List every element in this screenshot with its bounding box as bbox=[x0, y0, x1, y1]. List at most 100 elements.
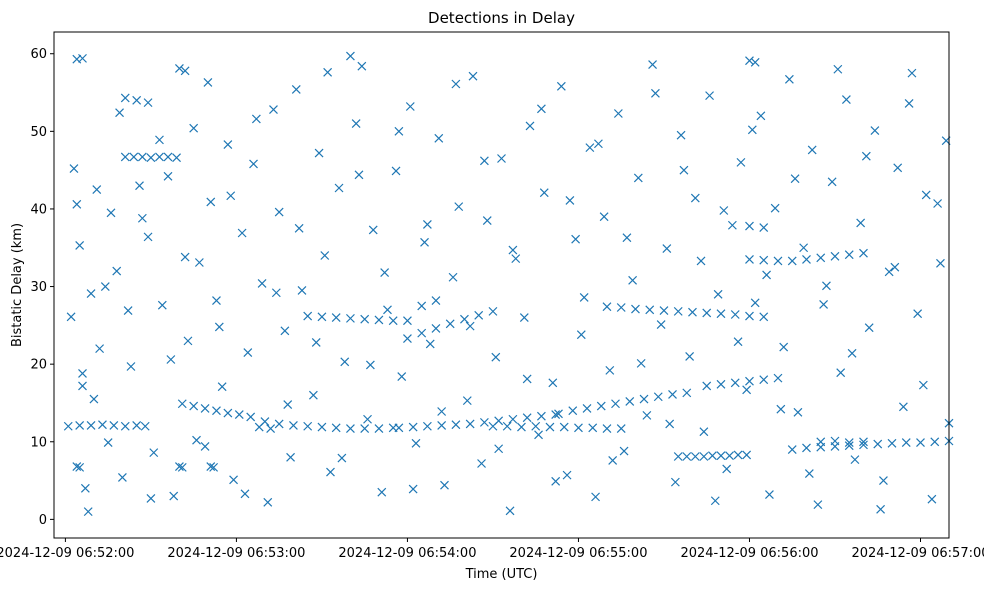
y-tick-label: 40 bbox=[30, 202, 47, 217]
detection-point bbox=[522, 413, 532, 423]
detection-point bbox=[212, 406, 221, 416]
detection-point bbox=[405, 102, 415, 111]
detection-point bbox=[571, 234, 581, 244]
detection-point bbox=[183, 336, 193, 346]
detection-point bbox=[873, 439, 883, 449]
detection-point bbox=[625, 396, 635, 406]
detection-point bbox=[707, 451, 717, 461]
detection-point bbox=[177, 462, 187, 472]
detection-point bbox=[850, 455, 860, 465]
detection-point bbox=[217, 382, 227, 392]
detection-point bbox=[180, 66, 190, 76]
detection-point bbox=[582, 403, 592, 413]
detection-point bbox=[716, 379, 726, 389]
detection-point bbox=[936, 258, 945, 268]
y-axis: 0 10 20 30 40 50 60 bbox=[30, 47, 54, 528]
detection-point bbox=[716, 451, 726, 461]
detection-point bbox=[146, 493, 156, 503]
detection-point bbox=[78, 53, 87, 63]
detection-point bbox=[394, 423, 404, 433]
detection-point bbox=[229, 475, 238, 485]
detection-point bbox=[346, 51, 355, 61]
detection-point bbox=[927, 494, 937, 504]
detection-point bbox=[628, 275, 638, 285]
detection-point bbox=[63, 421, 73, 431]
detection-point bbox=[189, 401, 199, 411]
detection-point bbox=[403, 334, 412, 343]
detection-point bbox=[727, 220, 737, 230]
detection-point bbox=[297, 286, 307, 295]
detection-point bbox=[75, 421, 85, 430]
plot-frame bbox=[53, 31, 950, 539]
detection-point bbox=[804, 469, 814, 479]
detection-point bbox=[702, 381, 712, 391]
detection-point bbox=[554, 409, 563, 419]
detection-point bbox=[243, 348, 253, 357]
detection-point bbox=[271, 288, 281, 298]
detection-point bbox=[117, 473, 127, 482]
detection-point bbox=[859, 437, 868, 447]
detection-point bbox=[616, 424, 626, 433]
detection-point bbox=[702, 308, 712, 318]
detection-point bbox=[884, 267, 894, 277]
detection-point bbox=[713, 289, 723, 299]
detection-point bbox=[120, 152, 130, 162]
detection-point bbox=[434, 133, 444, 143]
detection-point bbox=[893, 163, 903, 173]
detection-point bbox=[545, 422, 555, 432]
detection-point bbox=[422, 421, 432, 431]
detection-point bbox=[859, 440, 868, 450]
detection-point bbox=[317, 422, 327, 432]
detection-point bbox=[75, 240, 85, 250]
detection-point bbox=[291, 85, 301, 94]
detection-point bbox=[280, 326, 290, 336]
detection-point bbox=[596, 401, 606, 411]
detection-point bbox=[699, 427, 709, 437]
detection-point bbox=[360, 424, 370, 433]
detection-point bbox=[745, 254, 754, 264]
detection-point bbox=[710, 496, 720, 506]
detection-point bbox=[759, 223, 769, 232]
detection-point bbox=[539, 188, 549, 198]
detection-point bbox=[149, 448, 159, 458]
detection-point bbox=[636, 358, 646, 368]
y-axis-label: Bistatic Delay (km) bbox=[10, 223, 25, 347]
detection-point bbox=[374, 315, 384, 325]
detection-point bbox=[137, 152, 147, 162]
detection-point bbox=[682, 388, 692, 398]
detection-point bbox=[223, 408, 233, 418]
detection-point bbox=[870, 126, 880, 135]
detection-point bbox=[465, 321, 475, 331]
detection-point bbox=[662, 244, 672, 253]
y-tick-label: 30 bbox=[30, 280, 47, 295]
detection-point bbox=[408, 484, 418, 494]
detection-point bbox=[830, 251, 840, 261]
detection-point bbox=[337, 453, 347, 463]
detection-point bbox=[391, 166, 401, 176]
detection-point bbox=[733, 337, 743, 347]
detection-point bbox=[363, 414, 372, 424]
detection-point bbox=[790, 174, 800, 184]
detection-point bbox=[72, 199, 82, 209]
detection-point bbox=[833, 64, 843, 74]
detection-point bbox=[488, 421, 498, 431]
detection-point bbox=[565, 195, 575, 205]
detection-point bbox=[303, 421, 313, 431]
detection-point bbox=[89, 394, 99, 404]
x-tick-label: 2024-12-09 06:54:00 bbox=[338, 546, 476, 561]
detection-point bbox=[913, 309, 923, 319]
detection-point bbox=[747, 125, 757, 135]
detection-point bbox=[129, 152, 139, 162]
detection-point bbox=[665, 419, 675, 429]
detection-point bbox=[180, 252, 190, 262]
detection-point bbox=[237, 228, 247, 238]
detection-point bbox=[776, 404, 786, 414]
detection-point bbox=[479, 156, 489, 166]
detection-point bbox=[770, 203, 780, 213]
detection-point bbox=[844, 250, 854, 260]
detection-point bbox=[759, 255, 769, 265]
detection-point bbox=[890, 262, 900, 272]
detection-point bbox=[203, 78, 213, 87]
